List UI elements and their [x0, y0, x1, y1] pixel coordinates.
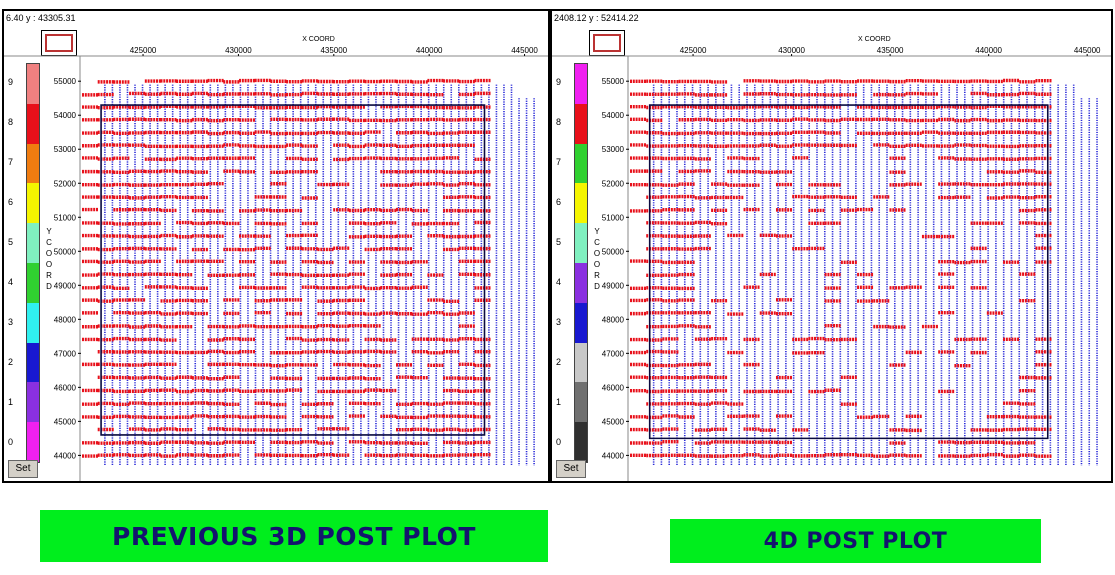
legend-color-swatch [27, 64, 39, 104]
x-tick-label: 425000 [680, 46, 707, 55]
post-plot-panel-previous-3d: 6.40 y : 43305.31 Y C O O R D X COORD 425… [2, 9, 550, 483]
y-tick-label: 45000 [54, 417, 77, 426]
y-tick-label: 55000 [54, 77, 77, 86]
legend-color-swatch [27, 263, 39, 303]
survey-boundary [648, 104, 1049, 440]
x-tick-label: 430000 [778, 46, 805, 55]
set-button[interactable]: Set [8, 460, 38, 478]
y-tick-label: 52000 [602, 179, 625, 188]
x-tick-label: 445000 [1074, 46, 1101, 55]
legend-color-swatch [575, 302, 587, 343]
legend-color-swatch [27, 143, 39, 184]
y-tick-label: 44000 [602, 451, 625, 460]
legend-color-swatch [575, 422, 587, 462]
x-axis-label: X COORD [302, 36, 335, 43]
legend-value-label: 3 [556, 317, 562, 327]
legend-value-label: 2 [556, 357, 562, 367]
legend-color-swatch [575, 143, 587, 184]
y-tick-label: 47000 [54, 349, 77, 358]
legend-color-swatch [575, 223, 587, 263]
x-tick-label: 425000 [130, 46, 157, 55]
legend-color-swatch [27, 382, 39, 423]
y-tick-label: 45000 [602, 417, 625, 426]
legend-value-label: 0 [8, 437, 14, 447]
y-axis-label: Y C O O R D [45, 227, 53, 291]
legend-color-swatch [27, 223, 39, 263]
y-tick-label: 54000 [54, 111, 77, 120]
y-tick-label: 49000 [602, 281, 625, 290]
y-tick-label: 44000 [54, 451, 77, 460]
legend-value-label: 5 [556, 237, 562, 247]
legend-color-swatch [575, 263, 587, 303]
legend-color-swatch [575, 382, 587, 423]
legend-value-label: 8 [556, 117, 562, 127]
legend-value-label: 6 [8, 197, 14, 207]
cursor-coordinate-readout: 6.40 y : 43305.31 [6, 13, 76, 23]
y-tick-label: 53000 [54, 145, 77, 154]
survey-boundary [100, 104, 486, 436]
legend-value-label: 8 [8, 117, 14, 127]
legend-value-label: 0 [556, 437, 562, 447]
legend-value-label: 9 [556, 77, 562, 87]
legend-color-swatch [575, 342, 587, 383]
legend-value-label: 4 [8, 277, 14, 287]
y-tick-label: 54000 [602, 111, 625, 120]
legend-color-swatch [27, 183, 39, 224]
y-tick-label: 53000 [602, 145, 625, 154]
legend-color-swatch [575, 103, 587, 144]
y-tick-label: 55000 [602, 77, 625, 86]
y-tick-label: 50000 [54, 247, 77, 256]
legend-value-label: 1 [8, 397, 14, 407]
y-tick-label: 46000 [54, 383, 77, 392]
legend-value-label: 7 [556, 157, 562, 167]
y-axis-label: Y C O O R D [593, 227, 601, 291]
legend-color-swatch [27, 302, 39, 343]
x-axis-label: X COORD [858, 36, 891, 43]
legend-value-label: 1 [556, 397, 562, 407]
caption-4d-post-plot: 4D POST PLOT [670, 519, 1041, 563]
y-tick-label: 49000 [54, 281, 77, 290]
legend-value-label: 9 [8, 77, 14, 87]
caption-previous-3d-post-plot: PREVIOUS 3D POST PLOT [40, 510, 548, 562]
y-tick-label: 51000 [54, 213, 77, 222]
y-tick-label: 48000 [54, 315, 77, 324]
legend-color-swatch [27, 103, 39, 144]
legend-color-swatch [27, 422, 39, 462]
x-tick-label: 430000 [225, 46, 252, 55]
legend-value-label: 5 [8, 237, 14, 247]
legend-value-label: 2 [8, 357, 14, 367]
color-legend-bar [26, 63, 40, 463]
x-tick-label: 435000 [320, 46, 347, 55]
legend-color-swatch [27, 342, 39, 383]
y-tick-label: 48000 [602, 315, 625, 324]
zoom-scale-box[interactable] [589, 30, 625, 56]
y-tick-label: 51000 [602, 213, 625, 222]
x-tick-label: 440000 [416, 46, 443, 55]
cursor-coordinate-readout: 2408.12 y : 52414.22 [554, 13, 639, 23]
legend-color-swatch [575, 64, 587, 104]
legend-value-label: 3 [8, 317, 14, 327]
legend-color-swatch [575, 183, 587, 224]
x-tick-label: 440000 [975, 46, 1002, 55]
legend-value-label: 4 [556, 277, 562, 287]
x-tick-label: 435000 [877, 46, 904, 55]
y-tick-label: 50000 [602, 247, 625, 256]
set-button[interactable]: Set [556, 460, 586, 478]
color-legend-bar [574, 63, 588, 463]
legend-value-label: 6 [556, 197, 562, 207]
legend-value-label: 7 [8, 157, 14, 167]
y-tick-label: 46000 [602, 383, 625, 392]
post-plot-panel-4d: 2408.12 y : 52414.22 Y C O O R D X COORD… [550, 9, 1113, 483]
y-tick-label: 52000 [54, 179, 77, 188]
y-tick-label: 47000 [602, 349, 625, 358]
x-tick-label: 445000 [511, 46, 538, 55]
